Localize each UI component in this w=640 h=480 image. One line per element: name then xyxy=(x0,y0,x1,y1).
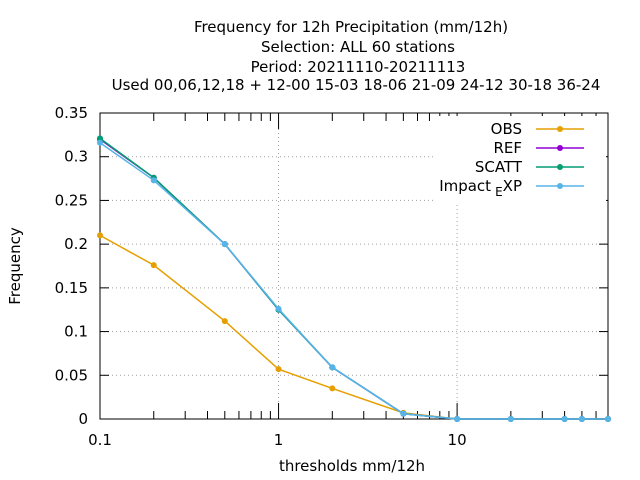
chart-title: Frequency for 12h Precipitation (mm/12h)… xyxy=(112,18,601,94)
x-tick-label: 10 xyxy=(448,431,467,449)
legend-entry-obs: OBS xyxy=(491,120,584,138)
x-tick-labels: 0.1 1 10 xyxy=(88,431,467,449)
legend-label-tail: XP xyxy=(503,177,522,195)
legend-marker-impact-exp xyxy=(557,183,563,189)
title-line-2: Selection: ALL 60 stations xyxy=(261,38,455,56)
y-tick-label: 0.15 xyxy=(55,279,88,297)
y-tick-label: 0.2 xyxy=(64,235,88,253)
data-point-impact-exp xyxy=(97,139,103,146)
legend-entry-impact-exp: Impact EXP xyxy=(439,177,584,199)
data-point-obs xyxy=(275,366,282,373)
legend-marker-ref xyxy=(557,145,563,151)
data-point-obs xyxy=(221,318,228,325)
legend-label-obs: OBS xyxy=(491,120,522,138)
data-point-impact-exp xyxy=(150,177,157,184)
y-tick-label: 0.25 xyxy=(55,191,88,209)
legend-label-impact-exp: Impact EXP xyxy=(439,177,522,199)
y-tick-labels: 0 0.05 0.1 0.15 0.2 0.25 0.3 0.35 xyxy=(55,104,88,428)
data-point-impact-exp xyxy=(221,241,228,248)
x-tick-label: 0.1 xyxy=(88,431,112,449)
title-line-4: Used 00,06,12,18 + 12-00 15-03 18-06 21-… xyxy=(112,76,601,94)
series-impact-exp xyxy=(97,139,611,422)
data-point-impact-exp xyxy=(275,305,282,312)
legend-label-scatt: SCATT xyxy=(475,158,523,176)
legend-marker-scatt xyxy=(557,164,563,170)
data-point-impact-exp xyxy=(400,410,407,417)
data-point-impact-exp xyxy=(454,416,461,422)
data-point-obs xyxy=(97,232,103,239)
series-layer xyxy=(97,135,611,422)
data-point-scatt xyxy=(97,135,103,142)
y-tick-label: 0.3 xyxy=(64,148,88,166)
data-point-impact-exp xyxy=(507,416,514,422)
legend-background xyxy=(436,116,606,204)
legend-entry-scatt: SCATT xyxy=(475,158,584,176)
y-tick-label: 0.05 xyxy=(55,366,88,384)
series-obs xyxy=(97,232,611,422)
legend-marker-obs xyxy=(557,126,563,132)
y-tick-label: 0 xyxy=(78,410,88,428)
data-point-impact-exp xyxy=(561,416,568,422)
legend-label-ref: REF xyxy=(493,139,522,157)
x-axis-label: thresholds mm/12h xyxy=(279,457,425,475)
data-point-impact-exp xyxy=(578,416,585,422)
x-tick-label: 1 xyxy=(274,431,284,449)
plot-frame xyxy=(99,112,609,420)
y-tick-label: 0.35 xyxy=(55,104,88,122)
data-point-obs xyxy=(329,385,336,392)
y-axis-label: Frequency xyxy=(6,227,24,305)
series-line-obs xyxy=(99,234,608,420)
data-point-obs xyxy=(150,262,157,269)
data-point-impact-exp xyxy=(329,364,336,371)
legend-label-sub: E xyxy=(495,185,503,199)
legend-label-main: Impact xyxy=(439,177,491,195)
title-line-1: Frequency for 12h Precipitation (mm/12h) xyxy=(194,18,508,36)
legend-entry-ref: REF xyxy=(493,139,584,157)
title-line-3: Period: 20211110-20211113 xyxy=(251,58,466,76)
data-point-impact-exp xyxy=(605,416,611,422)
grid-lines xyxy=(100,113,608,419)
y-tick-label: 0.1 xyxy=(64,323,88,341)
